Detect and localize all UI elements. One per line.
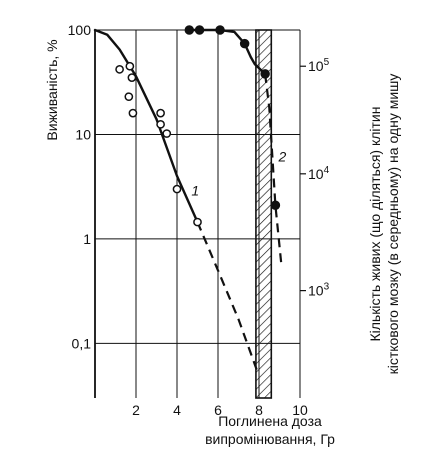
curves — [93, 28, 283, 371]
x-tick-label: 8 — [255, 402, 263, 418]
series-2-fit-dashed — [264, 73, 283, 267]
data-points — [115, 25, 281, 227]
series-2-point — [215, 25, 225, 35]
y2-axis-title-line1: Кількість живих (що діляться) клітин — [367, 107, 383, 342]
y2-tick-label: 103 — [308, 282, 330, 299]
y-axis-title: Виживаність, % — [44, 39, 60, 140]
series-1-point — [115, 65, 124, 74]
x-tick-label: 4 — [173, 402, 181, 418]
series-2-label: 2 — [277, 149, 286, 165]
series-1-fit-dashed — [196, 221, 259, 371]
x-tick-label: 10 — [292, 402, 308, 418]
series-1-point — [156, 108, 165, 118]
series-1-point — [124, 92, 134, 102]
y-tick-label: 1 — [83, 231, 91, 247]
series-1-point — [125, 61, 135, 71]
x-axis-title-line1: Поглинена доза — [218, 413, 322, 429]
y-tick-label: 0,1 — [72, 335, 92, 351]
shaded-band — [255, 29, 273, 399]
series-1-point — [162, 129, 172, 138]
series-2-point — [260, 69, 270, 79]
series-1-point — [127, 73, 137, 82]
series-1-point — [128, 108, 138, 118]
x-tick-label: 6 — [214, 402, 222, 418]
series-1-label: 1 — [191, 183, 199, 199]
series-2-point — [239, 38, 250, 49]
series-2-fit-solid — [188, 28, 267, 76]
y2-tick-label: 105 — [308, 57, 330, 74]
series-1-fit-solid — [93, 28, 199, 224]
shaded-band-layer — [255, 29, 273, 399]
y-tick-label: 100 — [68, 22, 92, 38]
series-1-point — [156, 119, 165, 129]
series-2-point — [194, 25, 205, 35]
x-axis-title-line2: випромінювання, Гр — [205, 431, 335, 447]
y2-axis-title-line2: кісткового мозку (в середньому) на одну … — [385, 74, 401, 375]
series-1-point — [172, 184, 182, 194]
x-tick-label: 2 — [132, 402, 140, 418]
series-2-point — [270, 200, 281, 211]
series-2-point — [184, 25, 195, 35]
series-1-point — [193, 217, 202, 227]
series-labels: 12 — [191, 149, 286, 199]
y2-tick-label: 104 — [308, 165, 330, 182]
y-tick-label: 10 — [75, 126, 91, 142]
